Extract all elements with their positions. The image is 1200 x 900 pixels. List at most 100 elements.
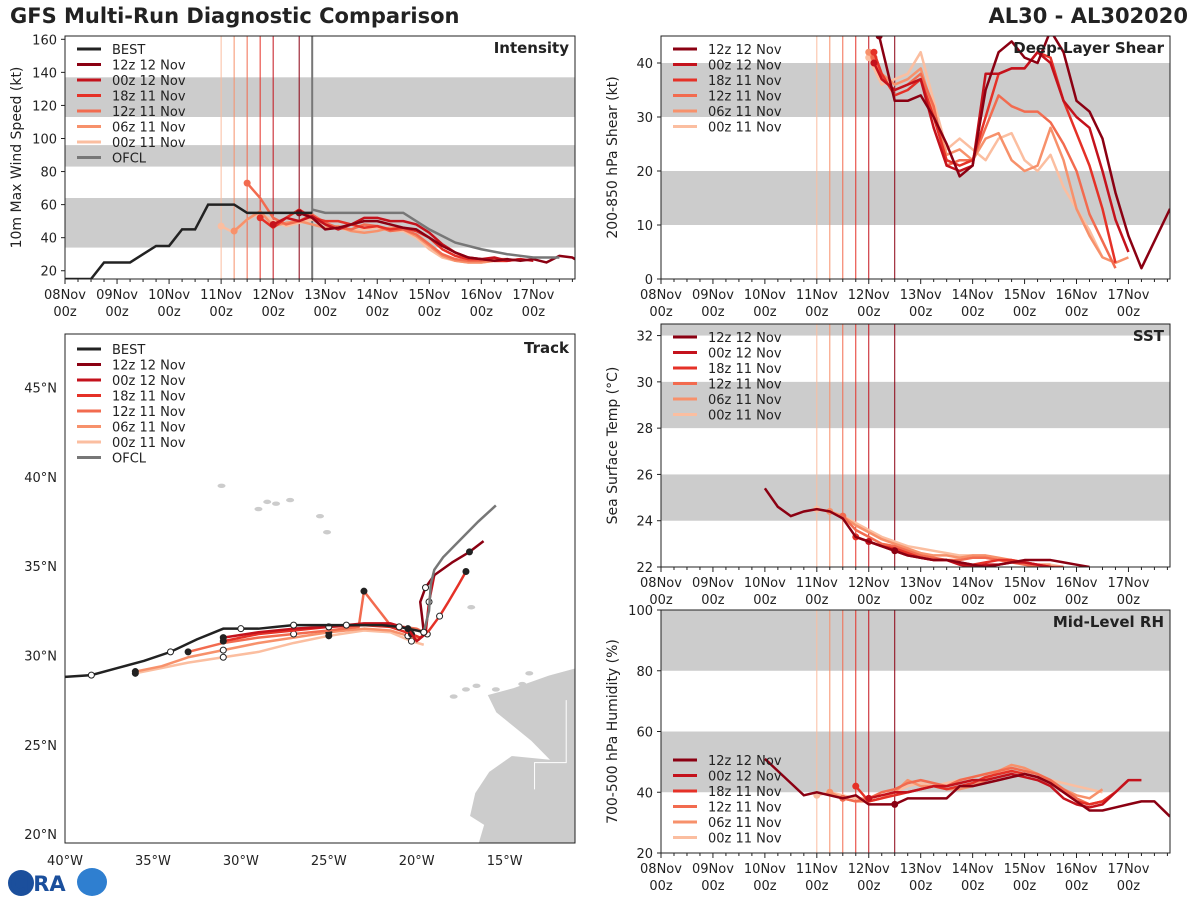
storm-id-title: AL30 - AL302020 [988,4,1189,28]
shear-ylabel: 200-850 hPa Shear (kt) [605,76,621,238]
shear-xtick-hour: 00z [805,305,829,320]
shear-xtick-day: 08Nov [640,288,682,303]
track-best-marker [167,648,175,656]
rh-xtick-hour: 00z [857,879,881,894]
track-axes-frame [64,333,576,844]
shear-xtick-day: 15Nov [1004,288,1046,303]
rh-xtick-hour: 00z [649,879,673,894]
island-shape [263,499,272,505]
globe-icon [8,870,34,896]
sst-legend-label: 06z 11 Nov [708,393,782,408]
island-shape [217,483,226,489]
intensity-init-marker [217,222,225,230]
intensity-panel-title: Intensity [494,39,570,57]
rh-xtick-day: 13Nov [900,862,942,877]
rh-legend-label: 06z 11 Nov [708,816,782,831]
sst-xtick-day: 10Nov [744,576,786,591]
intensity-xtick-hour: 00z [522,305,546,320]
intensity-legend-label: 06z 11 Nov [112,121,186,136]
island-shape [472,683,481,689]
sst-band [661,474,1170,521]
sst-legend-label: 00z 11 Nov [708,409,782,424]
intensity-legend-label: BEST [112,43,145,58]
sst-axes-frame [660,323,1171,568]
rh-series-line [842,766,1117,806]
track-best-marker [237,625,245,633]
intensity-ylabel: 10m Max Wind Speed (kt) [9,67,25,249]
shear-xtick-hour: 00z [1117,305,1141,320]
intensity-ytick-label: 80 [40,166,57,181]
intensity-band [65,77,575,117]
rh-ytick-label: 100 [628,604,653,619]
intensity-ytick-label: 120 [32,99,57,114]
shear-xtick-hour: 00z [1065,305,1089,320]
sst-legend-label: 12z 12 Nov [708,331,782,346]
shear-legend-label: 12z 11 Nov [708,90,782,105]
sst-series-line [894,549,1090,567]
sst-xtick-day: 14Nov [952,576,994,591]
shear-series-line [867,51,1129,265]
rh-best-line [764,757,895,806]
track-best-marker [420,628,428,636]
island-shape [467,605,476,610]
intensity-legend-label: 00z 12 Nov [112,74,186,89]
track-position-marker [290,630,298,638]
rh-init-marker [865,794,873,802]
intensity-xtick-day: 10Nov [148,288,190,303]
track-legend-label: 00z 12 Nov [112,374,186,389]
sst-legend-label: 18z 11 Nov [708,362,782,377]
shear-ytick-label: 10 [636,219,653,234]
intensity-init-marker [256,214,264,222]
shear-series-line [872,50,1117,264]
track-legend-label: 00z 11 Nov [112,436,186,451]
island-shape [286,497,295,503]
track-run-line [135,629,425,675]
rh-legend-label: 00z 11 Nov [708,832,782,847]
sst-xtick-hour: 00z [701,593,725,608]
intensity-ytick-label: 160 [32,33,57,48]
track-position-marker [219,653,227,661]
intensity-xtick-hour: 00z [157,305,181,320]
shear-xtick-day: 10Nov [744,288,786,303]
rh-xtick-day: 16Nov [1056,862,1098,877]
shear-xtick-hour: 00z [909,305,933,320]
shear-xtick-day: 12Nov [848,288,890,303]
track-lat-label: 40°N [24,471,57,486]
intensity-xtick-day: 16Nov [460,288,502,303]
sst-xtick-hour: 00z [753,593,777,608]
island-shape [518,681,527,687]
sst-ytick-label: 28 [636,422,653,437]
track-ofcl-line [422,504,497,633]
track-position-marker [436,612,444,620]
track-position-marker [131,668,139,676]
shear-init-marker [870,48,878,56]
rh-xtick-day: 10Nov [744,862,786,877]
rh-init-marker [852,782,860,790]
track-position-marker [360,587,368,595]
intensity-xtick-hour: 00z [105,305,129,320]
shear-init-marker [865,48,873,56]
sst-xtick-day: 12Nov [848,576,890,591]
shear-series-line [877,36,1170,270]
rh-xtick-day: 17Nov [1107,862,1149,877]
rh-ytick-label: 80 [636,665,653,680]
shear-legend-label: 18z 11 Nov [708,74,782,89]
track-position-marker [219,634,227,642]
shear-init-marker [870,59,878,67]
sst-legend-label: 00z 12 Nov [708,347,782,362]
sst-ytick-label: 24 [636,515,653,530]
rh-xtick-day: 11Nov [796,862,838,877]
shear-xtick-hour: 00z [753,305,777,320]
shear-xtick-day: 09Nov [692,288,734,303]
track-best-marker [395,623,403,631]
rh-legend-label: 18z 11 Nov [708,785,782,800]
island-shape [491,687,500,692]
track-lat-label: 30°N [24,649,57,664]
track-position-marker [219,646,227,654]
rh-xtick-hour: 00z [1117,879,1141,894]
shear-legend-label: 06z 11 Nov [708,105,782,120]
island-shape [323,530,332,535]
intensity-series-line [298,211,575,264]
intensity-ofcl-line [311,208,560,259]
